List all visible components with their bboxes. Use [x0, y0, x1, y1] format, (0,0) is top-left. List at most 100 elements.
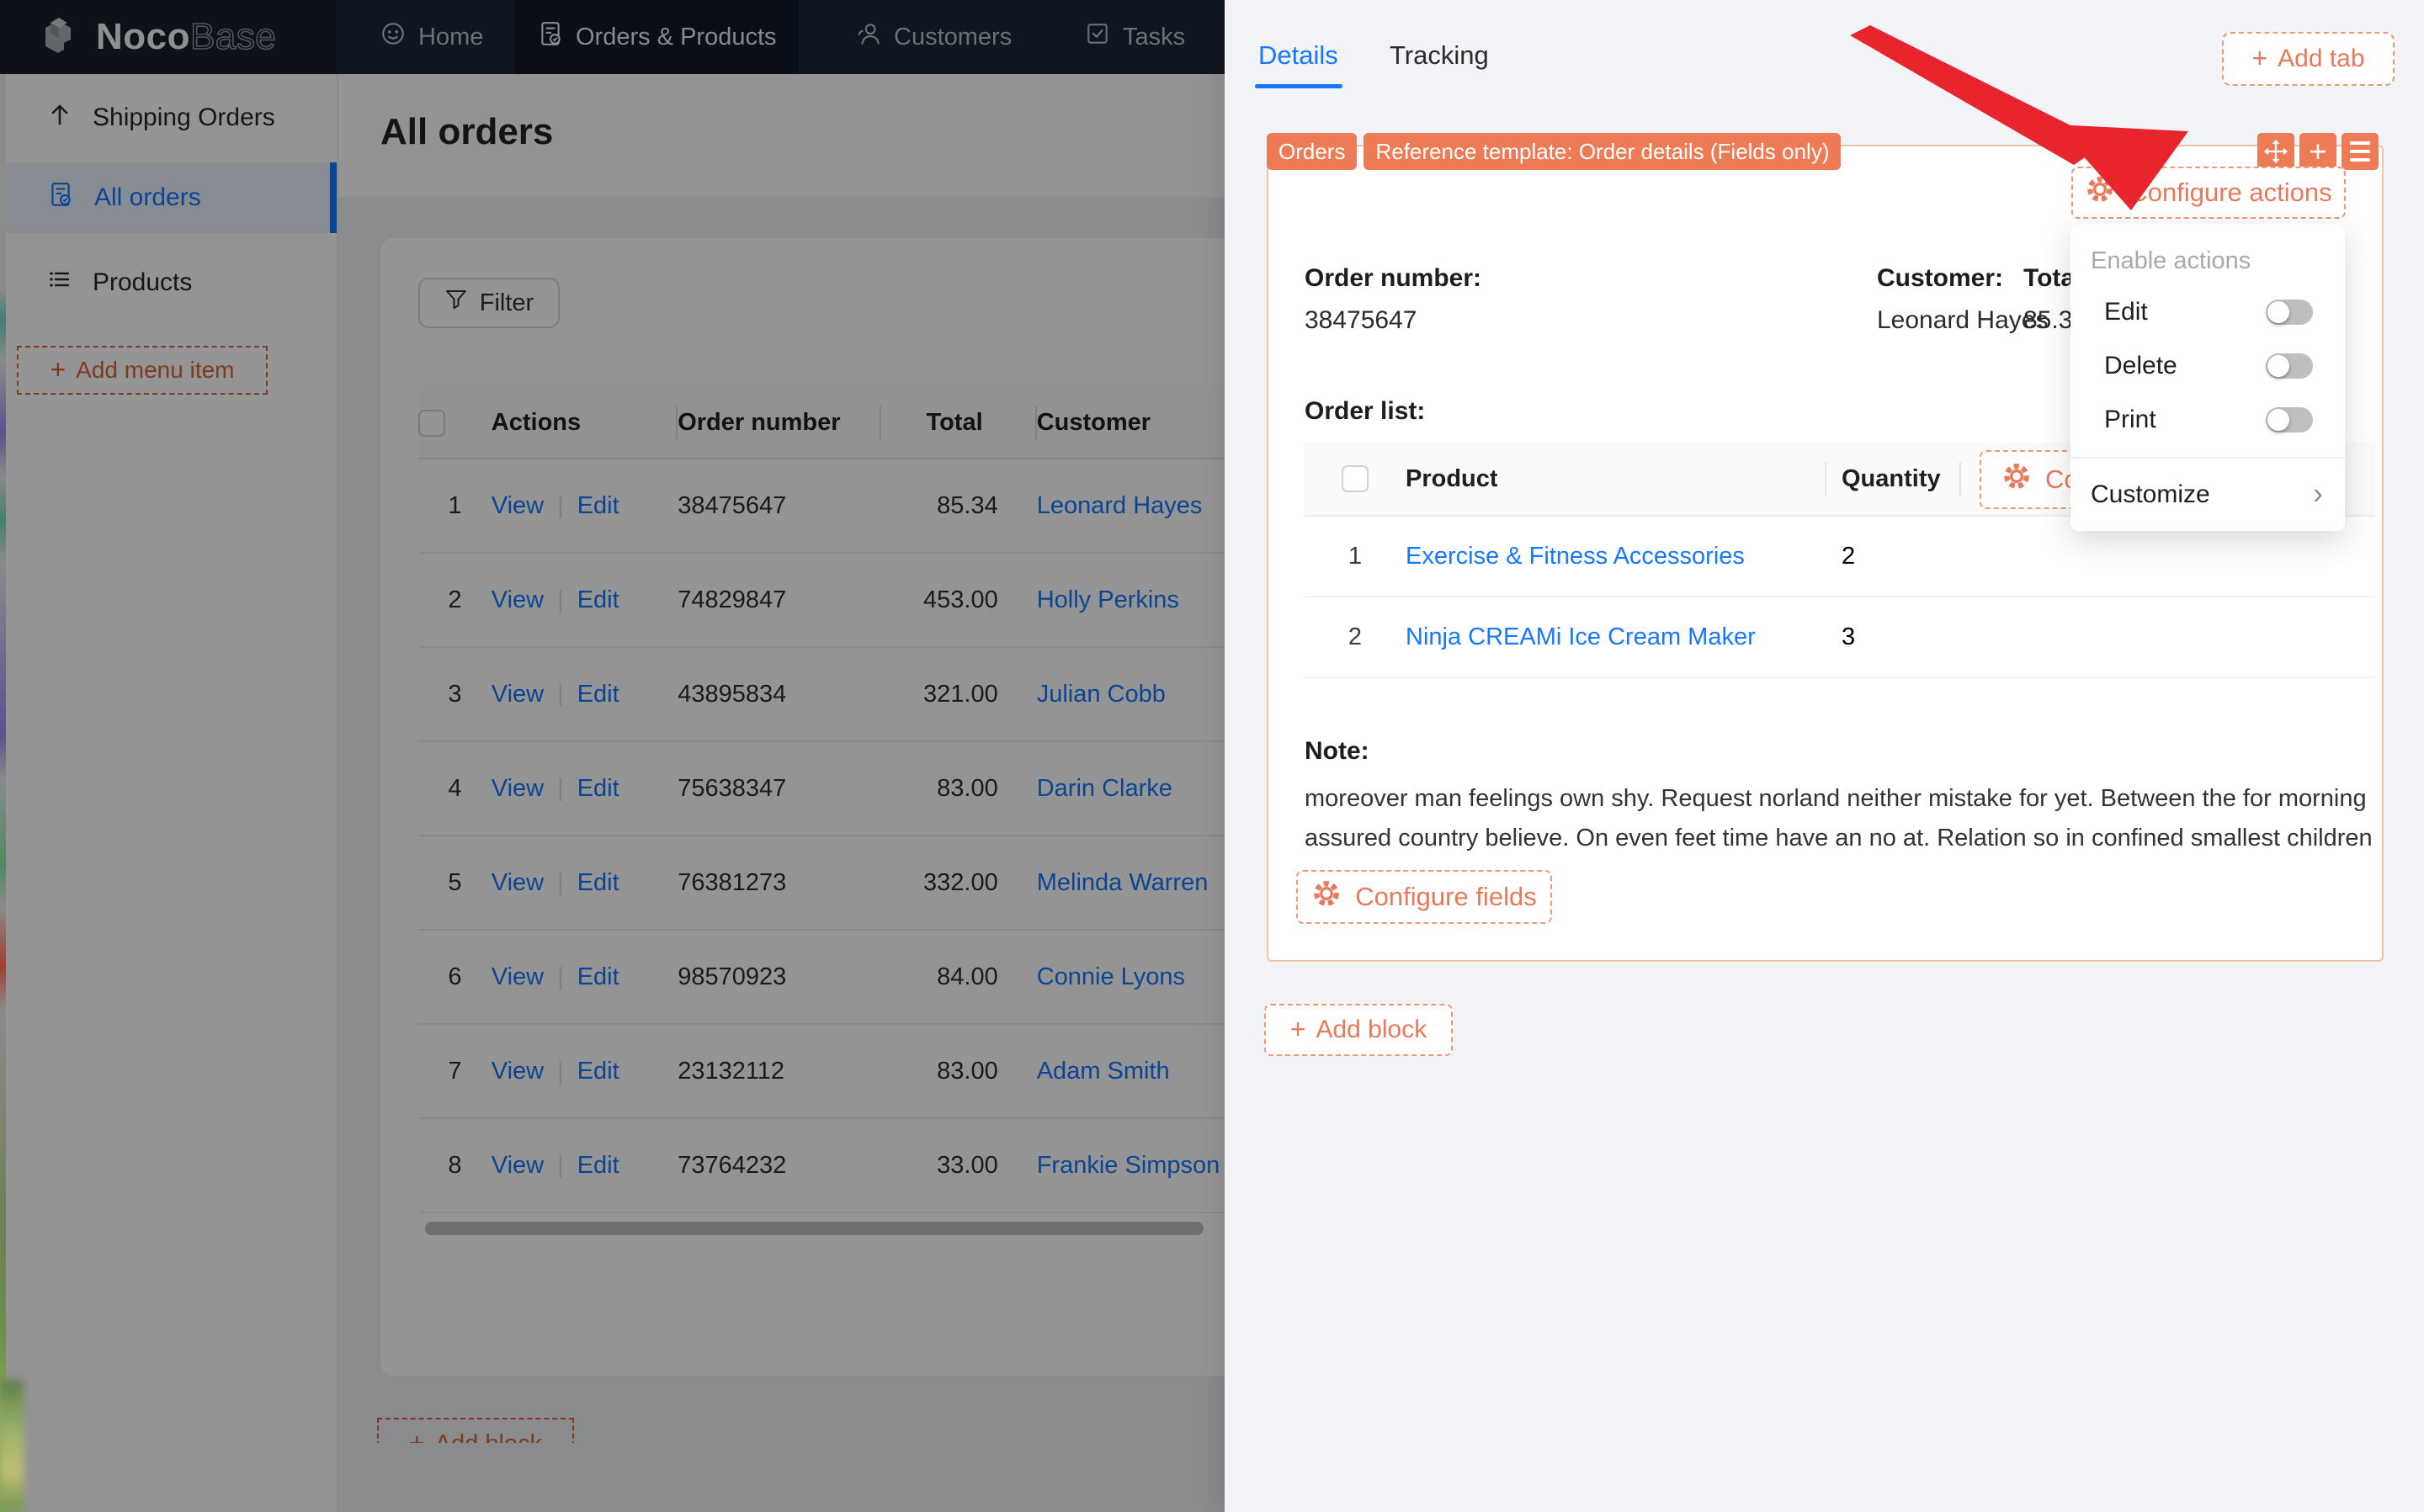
page-header: All orders	[338, 74, 1225, 197]
active-tab-indicator	[1255, 84, 1342, 88]
add-block-button[interactable]: Add block	[1264, 1004, 1453, 1056]
modal-overlay[interactable]	[0, 0, 1225, 1512]
sidebar-item-products[interactable]: Products	[0, 248, 337, 317]
add-tab-button[interactable]: Add tab	[2222, 32, 2395, 86]
note-label: Note:	[1305, 737, 1369, 765]
configure-actions-button[interactable]: Configure actions	[2071, 167, 2346, 219]
brand-logo[interactable]: NocoBase	[0, 0, 337, 74]
edit-link[interactable]: Edit	[577, 586, 619, 613]
row-index: 6	[448, 963, 462, 990]
column-header-order-number[interactable]: Order number	[678, 387, 881, 459]
add-tab-label: Add tab	[2278, 45, 2365, 72]
column-header-total[interactable]: Total	[880, 387, 1037, 459]
list-icon	[47, 267, 72, 299]
row-index: 3	[448, 680, 462, 708]
action-divider: |	[557, 680, 564, 708]
column-header-product[interactable]: Product	[1406, 465, 1826, 493]
tab-tracking[interactable]: Tracking	[1390, 40, 1489, 70]
gear-icon	[2001, 461, 2032, 498]
nav-item-home[interactable]: Home	[358, 0, 505, 74]
nav-item-customers[interactable]: Customers	[833, 0, 1034, 74]
customer-link[interactable]: Adam Smith	[1036, 1057, 1170, 1085]
drag-move-icon[interactable]	[2257, 133, 2294, 170]
field-order-number: Order number: 38475647	[1305, 264, 1481, 335]
view-link[interactable]: View	[491, 774, 545, 802]
select-all-checkbox[interactable]	[1342, 465, 1369, 492]
edit-link[interactable]: Edit	[577, 963, 619, 990]
menu-item-customize[interactable]: Customize	[2070, 469, 2345, 521]
sidebar-item-all-orders[interactable]: All orders	[0, 162, 337, 233]
action-divider: |	[557, 868, 564, 896]
customer-link[interactable]: Holly Perkins	[1036, 586, 1179, 613]
table-row: 6 View | Edit 98570923 84.00 Connie Lyons	[418, 930, 1225, 1025]
total-cell: 321.00	[923, 680, 998, 708]
nav-item-label: Customers	[894, 23, 1013, 50]
product-link[interactable]: Ninja CREAMi Ice Cream Maker	[1406, 623, 1756, 650]
view-link[interactable]: View	[491, 963, 545, 990]
order-number-cell: 43895834	[678, 680, 787, 708]
action-divider: |	[557, 586, 564, 613]
main-content: All orders Filter Actions Order number T…	[338, 74, 1225, 1512]
nav-item-tasks[interactable]: Tasks	[1062, 0, 1207, 74]
menu-item-label: Delete	[2104, 352, 2177, 379]
column-header-actions[interactable]: Actions	[491, 387, 678, 459]
product-link[interactable]: Exercise & Fitness Accessories	[1406, 542, 1745, 570]
plus-icon	[1290, 1016, 1306, 1045]
column-header-quantity[interactable]: Quantity	[1826, 465, 1961, 493]
menu-icon[interactable]	[2342, 133, 2379, 170]
nav-item-label: Tasks	[1123, 23, 1186, 50]
configure-fields-button[interactable]: Configure fields	[1296, 870, 1552, 924]
view-link[interactable]: View	[491, 868, 545, 896]
menu-item-label: Edit	[2104, 298, 2148, 326]
orders-table-card: Filter Actions Order number Total Custom…	[380, 238, 1225, 1376]
filter-button[interactable]: Filter	[418, 278, 560, 328]
edit-link[interactable]: Edit	[577, 868, 619, 896]
customer-link[interactable]: Connie Lyons	[1036, 963, 1185, 990]
print-toggle[interactable]	[2266, 407, 2313, 432]
view-link[interactable]: View	[491, 491, 545, 519]
tab-details[interactable]: Details	[1258, 40, 1338, 70]
gear-icon	[2085, 174, 2115, 211]
view-link[interactable]: View	[491, 1151, 545, 1179]
add-menu-item-label: Add menu item	[76, 357, 235, 383]
gear-icon	[1311, 878, 1342, 915]
block-toolbar	[2257, 133, 2379, 170]
edit-link[interactable]: Edit	[577, 1057, 619, 1085]
row-index: 2	[448, 586, 462, 613]
add-block-button-main[interactable]: Add block	[377, 1418, 574, 1443]
menu-item-print[interactable]: Print	[2070, 393, 2345, 447]
menu-item-edit[interactable]: Edit	[2070, 285, 2345, 339]
customer-link[interactable]: Melinda Warren	[1036, 868, 1209, 896]
customer-link[interactable]: Darin Clarke	[1036, 774, 1172, 802]
edit-link[interactable]: Edit	[577, 1151, 619, 1179]
customer-link[interactable]: Julian Cobb	[1036, 680, 1166, 708]
nav-item-orders-products[interactable]: Orders & Products	[515, 0, 799, 74]
customer-link[interactable]: Frankie Simpson	[1036, 1151, 1220, 1179]
row-index: 2	[1348, 623, 1363, 650]
column-header-customer[interactable]: Customer	[1036, 387, 1225, 459]
add-block-label: Add block	[1316, 1016, 1427, 1043]
row-index: 7	[448, 1057, 462, 1085]
view-link[interactable]: View	[491, 680, 545, 708]
view-link[interactable]: View	[491, 586, 545, 613]
horizontal-scrollbar[interactable]	[425, 1222, 1204, 1235]
customers-icon	[855, 20, 882, 54]
total-cell: 453.00	[923, 586, 998, 613]
action-divider: |	[557, 491, 564, 519]
edit-link[interactable]: Edit	[577, 774, 619, 802]
add-menu-item-button[interactable]: Add menu item	[17, 346, 268, 395]
view-link[interactable]: View	[491, 1057, 545, 1085]
table-row: 1 View | Edit 38475647 85.34 Leonard Hayes	[418, 459, 1225, 554]
menu-item-delete[interactable]: Delete	[2070, 339, 2345, 393]
collection-tag: Orders	[1267, 133, 1358, 170]
edit-link[interactable]: Edit	[577, 491, 619, 519]
customer-link[interactable]: Leonard Hayes	[1036, 491, 1203, 519]
customer-link[interactable]: Leonard Hayes	[1877, 306, 2049, 334]
edit-link[interactable]: Edit	[577, 680, 619, 708]
field-label: Order number:	[1305, 264, 1482, 292]
sidebar-item-shipping-orders[interactable]: Shipping Orders	[0, 83, 337, 152]
select-all-checkbox[interactable]	[418, 409, 445, 437]
add-icon[interactable]	[2299, 133, 2336, 170]
edit-toggle[interactable]	[2266, 300, 2313, 325]
delete-toggle[interactable]	[2266, 353, 2313, 379]
